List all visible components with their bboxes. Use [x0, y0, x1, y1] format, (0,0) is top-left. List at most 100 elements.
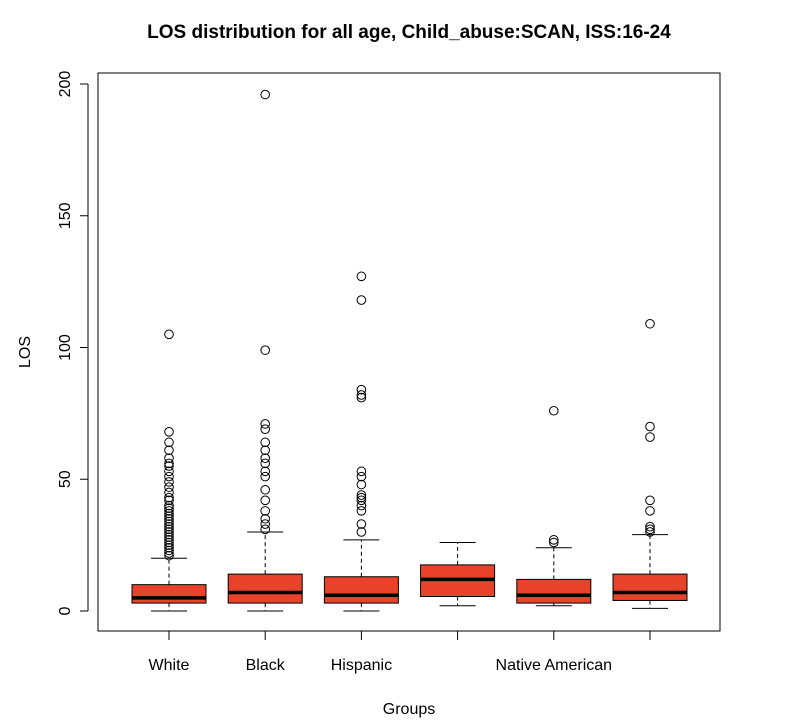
outlier-point: [356, 471, 367, 482]
outlier-point: [356, 492, 367, 503]
outlier-point: [260, 89, 271, 100]
outlier-point: [164, 545, 174, 556]
outlier-point: [164, 482, 174, 492]
outlier-point: [164, 500, 174, 511]
outlier-point: [164, 471, 174, 482]
y-tick-label: 50: [57, 470, 74, 488]
outlier-point: [645, 524, 655, 535]
outlier-point: [356, 295, 367, 305]
outlier-point: [164, 516, 174, 527]
outlier-point: [164, 524, 174, 535]
outlier-point: [164, 550, 174, 561]
box-group: [420, 541, 496, 607]
x-tick-label: Native American: [496, 657, 613, 674]
outlier-point: [260, 524, 271, 535]
iqr-box: [131, 584, 207, 604]
outlier-point: [164, 529, 174, 540]
outlier-point: [356, 466, 367, 477]
outlier-point: [260, 445, 271, 456]
outlier-point: [356, 384, 367, 395]
outlier-point: [260, 484, 271, 495]
outlier-point: [356, 490, 367, 500]
outlier-point: [164, 540, 174, 550]
outlier-point: [549, 535, 559, 545]
x-axis-label: Groups: [383, 701, 435, 718]
box-group: [516, 405, 592, 607]
y-tick-label: 0: [57, 606, 74, 615]
outlier-point: [164, 521, 174, 532]
outlier-point: [164, 519, 174, 529]
outlier-point: [164, 466, 174, 477]
box-group: [323, 271, 399, 612]
outlier-point: [164, 506, 174, 516]
y-tick-label: 150: [57, 202, 74, 229]
outlier-point: [260, 453, 271, 463]
plot-frame: [97, 72, 721, 632]
outlier-point: [260, 419, 271, 429]
outlier-point: [164, 542, 174, 553]
outlier-point: [164, 503, 174, 514]
outlier-point: [356, 479, 367, 490]
outlier-point: [164, 477, 174, 487]
outlier-point: [164, 492, 174, 503]
outlier-point: [260, 437, 271, 448]
x-tick-label: White: [149, 657, 190, 674]
outlier-point: [645, 421, 655, 432]
outlier-point: [260, 466, 271, 477]
outlier-point: [260, 458, 271, 469]
outlier-point: [260, 345, 271, 355]
outlier-point: [164, 548, 174, 558]
box-series: [131, 89, 688, 612]
outlier-point: [164, 487, 174, 498]
y-tick-label: 100: [57, 334, 74, 361]
x-axis: White Black Hispanic Native American: [149, 630, 651, 674]
chart-title: LOS distribution for all age, Child_abus…: [147, 22, 671, 43]
outlier-point: [164, 495, 174, 506]
iqr-box: [516, 578, 592, 604]
outlier-point: [164, 527, 174, 537]
outlier-point: [645, 495, 655, 506]
outlier-point: [260, 471, 271, 482]
x-tick-label: Hispanic: [331, 657, 392, 674]
box-group: [227, 89, 303, 612]
outlier-point: [164, 437, 174, 448]
outlier-point: [356, 390, 367, 400]
box-group: [131, 329, 207, 612]
outlier-point: [356, 506, 367, 516]
outlier-point: [164, 458, 174, 469]
outlier-point: [645, 527, 655, 537]
outlier-point: [164, 537, 174, 548]
y-axis-label: LOS: [17, 336, 34, 368]
outlier-point: [356, 519, 367, 529]
outlier-point: [645, 432, 655, 442]
x-tick-label: Black: [246, 657, 286, 674]
outlier-point: [164, 511, 174, 521]
outlier-point: [164, 508, 174, 519]
outlier-point: [645, 521, 655, 532]
outlier-point: [164, 427, 174, 437]
outlier-point: [164, 513, 174, 524]
outlier-point: [645, 318, 655, 329]
outlier-point: [260, 513, 271, 524]
y-tick-label: 200: [57, 71, 74, 98]
y-axis: 0 50 100 150 200: [57, 71, 89, 615]
outlier-point: [260, 506, 271, 516]
outlier-point: [260, 519, 271, 529]
outlier-point: [164, 535, 174, 545]
outlier-point: [645, 506, 655, 516]
outlier-point: [164, 453, 174, 463]
iqr-box: [227, 573, 303, 604]
outlier-point: [356, 271, 367, 282]
outlier-point: [356, 500, 367, 511]
iqr-box: [612, 573, 688, 601]
box-group: [612, 318, 688, 609]
outlier-point: [260, 495, 271, 506]
outlier-point: [164, 329, 174, 340]
outlier-point: [549, 537, 559, 548]
outlier-point: [356, 527, 367, 537]
outlier-point: [164, 445, 174, 456]
outlier-point: [164, 532, 174, 543]
iqr-box: [323, 576, 399, 604]
outlier-point: [356, 495, 367, 506]
